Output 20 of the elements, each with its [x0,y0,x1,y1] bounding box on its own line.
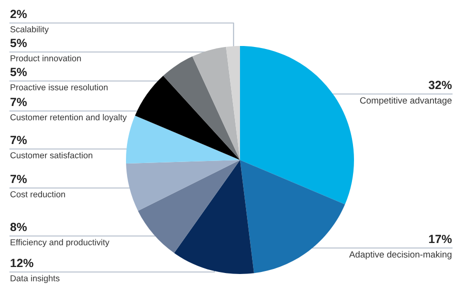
data-label: 5% [10,38,27,48]
data-label: 17% [429,234,452,244]
slice-label: Scalability [10,26,49,34]
slice-label: Proactive issue resolution [10,84,108,90]
data-label: 7% [10,98,27,106]
slice-label: Data insights [10,275,60,284]
slice-label: Cost reduction [10,191,65,198]
slice-label: Efficiency and productivity [10,239,110,248]
slice-label: Adaptive decision-making [349,251,452,260]
slice-label: Customer retention and loyalty [10,114,127,122]
data-label: 7% [10,174,27,184]
data-label: 5% [10,68,27,76]
slice-label: Product innovation [10,55,81,62]
data-label: 32% [428,80,452,90]
slice-label: Customer satisfaction [10,152,92,158]
data-label: 7% [10,136,27,144]
data-label: 12% [10,258,34,268]
data-label: 2% [10,10,27,18]
data-label: 8% [10,222,27,232]
slice-label: Competitive advantage [360,97,452,106]
